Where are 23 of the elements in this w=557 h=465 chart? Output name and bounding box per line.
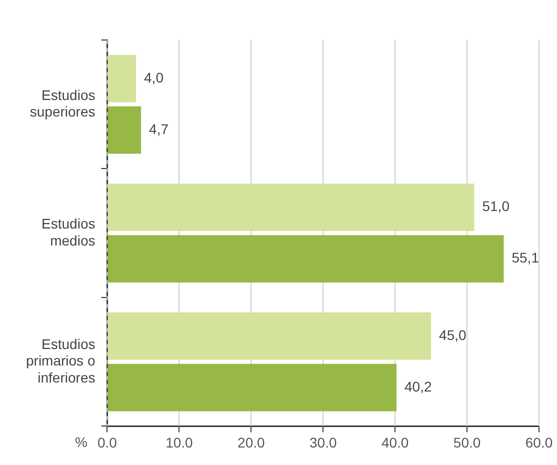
y-tick-label: Estudios primarios o inferiores	[26, 336, 96, 386]
bar	[108, 106, 142, 154]
bar	[108, 184, 474, 232]
data-label: 51,0	[482, 198, 510, 214]
x-tick-label: 10.0	[166, 434, 194, 450]
bar	[108, 54, 136, 102]
x-tick-label: 30.0	[309, 434, 337, 450]
x-axis-title: %	[75, 434, 88, 450]
bar	[108, 364, 397, 412]
bar	[108, 235, 504, 283]
data-label: 45,0	[439, 326, 467, 343]
x-tick-label: 20.0	[238, 434, 265, 450]
x-tick-label: 60.0	[525, 434, 553, 450]
y-tick-label: Estudios superiores	[30, 86, 96, 120]
data-label: 55,1	[512, 250, 540, 266]
data-label: 4,7	[149, 120, 169, 137]
bar	[108, 312, 432, 360]
x-tick-label: 40.0	[381, 434, 409, 450]
data-label: 40,2	[404, 378, 432, 394]
x-tick-label: 50.0	[453, 434, 481, 450]
y-tick-label: Estudios medios	[42, 216, 96, 248]
x-tick-label: 0.0	[98, 434, 118, 450]
data-label: 4,0	[144, 69, 164, 86]
